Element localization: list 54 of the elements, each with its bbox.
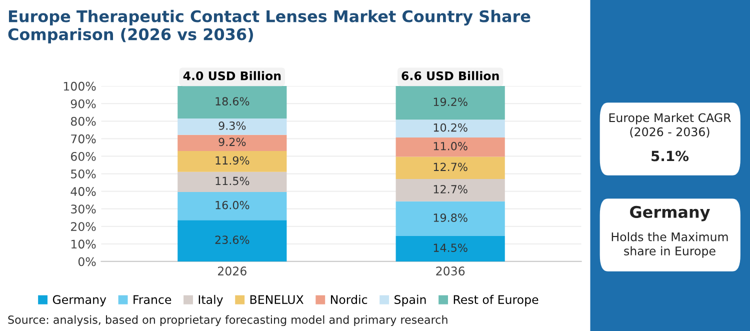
y-tick-label: 70% xyxy=(71,134,96,144)
x-tick-label: 2036 xyxy=(436,266,465,276)
y-tick-label: 80% xyxy=(70,116,96,126)
bar xyxy=(178,134,287,151)
bar xyxy=(396,137,505,157)
bar xyxy=(178,118,287,135)
data-label: 9.2% xyxy=(218,138,246,146)
legend-label: Spain xyxy=(394,294,426,306)
data-label: 19.8% xyxy=(434,214,468,222)
y-tick-label: 60% xyxy=(70,152,96,161)
legend-label: BENELUX xyxy=(250,295,304,304)
annotation: 6.6 USD Billion xyxy=(402,71,499,80)
legend-label: France xyxy=(134,295,172,304)
bar xyxy=(396,156,505,180)
source-note: Source: analysis, based on proprietary forecasting model and primary research xyxy=(8,315,448,326)
text: Germany xyxy=(630,206,710,222)
data-label: 16.0% xyxy=(216,200,250,210)
text: Europe Market CAGR (2026 - 2036) xyxy=(609,113,731,138)
text: 5.1% xyxy=(652,150,689,162)
data-label: 11.5% xyxy=(216,176,250,186)
annotation: 4.0 USD Billion xyxy=(183,71,281,80)
y-tick-label: 50% xyxy=(71,170,96,178)
text: Holds the Maximum share in Europe xyxy=(612,232,728,258)
data-label: 12.7% xyxy=(434,162,468,172)
data-label: 18.6% xyxy=(216,97,250,106)
data-label: 11.0% xyxy=(434,142,468,150)
x-tick-label: 2026 xyxy=(218,266,246,276)
legend-label: Rest of Europe xyxy=(454,294,538,306)
data-label: 19.2% xyxy=(434,98,468,106)
bar xyxy=(178,220,287,262)
legend-label: Nordic xyxy=(330,294,368,304)
y-tick-label: 40% xyxy=(70,187,96,196)
y-tick-label: 10% xyxy=(71,240,96,249)
legend-label: Germany xyxy=(52,295,106,306)
data-label: 14.5% xyxy=(434,244,468,252)
bar xyxy=(178,192,287,220)
data-label: 10.2% xyxy=(434,123,468,132)
bar xyxy=(396,236,505,262)
y-tick-label: 100% xyxy=(64,82,96,91)
y-tick-label: 0% xyxy=(78,257,96,266)
legend-label: Italy xyxy=(198,294,223,306)
bar xyxy=(396,120,505,138)
y-tick-label: 30% xyxy=(71,204,96,214)
data-label: 11.9% xyxy=(216,156,250,165)
chart-title: Europe Therapeutic Contact Lenses Market Country Share Comparison (2026 vs 2036) xyxy=(8,10,530,44)
y-tick-label: 90% xyxy=(70,99,96,108)
bar xyxy=(396,201,505,236)
bar xyxy=(178,150,287,172)
data-label: 9.3% xyxy=(218,121,246,130)
bar xyxy=(178,172,287,192)
data-label: 12.7% xyxy=(434,184,468,194)
data-label: 23.6% xyxy=(215,236,250,244)
bar xyxy=(396,179,505,202)
y-tick-label: 20% xyxy=(71,222,96,232)
